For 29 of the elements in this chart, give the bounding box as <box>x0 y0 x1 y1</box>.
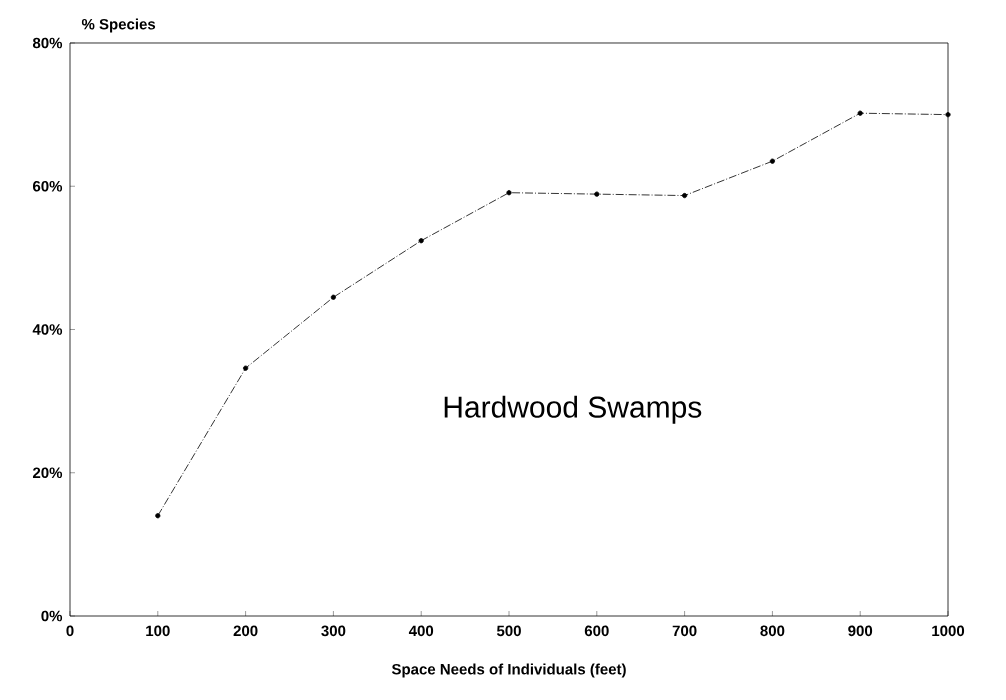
y-tick-label: 40% <box>32 324 63 335</box>
x-tick-label: 0 <box>66 625 74 637</box>
y-tick-label: 60% <box>33 180 63 192</box>
point <box>418 238 424 244</box>
x-axis-title: Space Needs of Individuals (feet) <box>391 663 626 678</box>
point <box>330 294 336 300</box>
x-tick-label: 800 <box>760 625 785 637</box>
y-tick-label: 80% <box>32 37 63 49</box>
x-tick-label: 600 <box>584 625 609 637</box>
point <box>769 158 776 164</box>
point <box>682 192 688 199</box>
y-axis-title: % Species <box>81 18 156 33</box>
y-tick-label: 20% <box>32 467 63 479</box>
x-tick-label: 300 <box>321 625 346 637</box>
point <box>243 365 249 371</box>
x-tick-label: 100 <box>146 625 170 637</box>
point <box>857 110 863 116</box>
point <box>506 190 512 196</box>
x-tick-label: 900 <box>848 625 873 637</box>
x-tick-label: 200 <box>233 625 258 637</box>
x-tick-label: 400 <box>408 625 434 637</box>
x-tick-label: 700 <box>672 625 697 637</box>
annotation: Hardwood Swamps <box>444 395 702 424</box>
point <box>155 513 161 519</box>
x-tick-label: 1000 <box>932 625 965 637</box>
y-tick-label: 0% <box>41 610 63 622</box>
point <box>945 112 951 118</box>
point <box>594 191 600 197</box>
x-tick-label: 500 <box>496 625 521 637</box>
